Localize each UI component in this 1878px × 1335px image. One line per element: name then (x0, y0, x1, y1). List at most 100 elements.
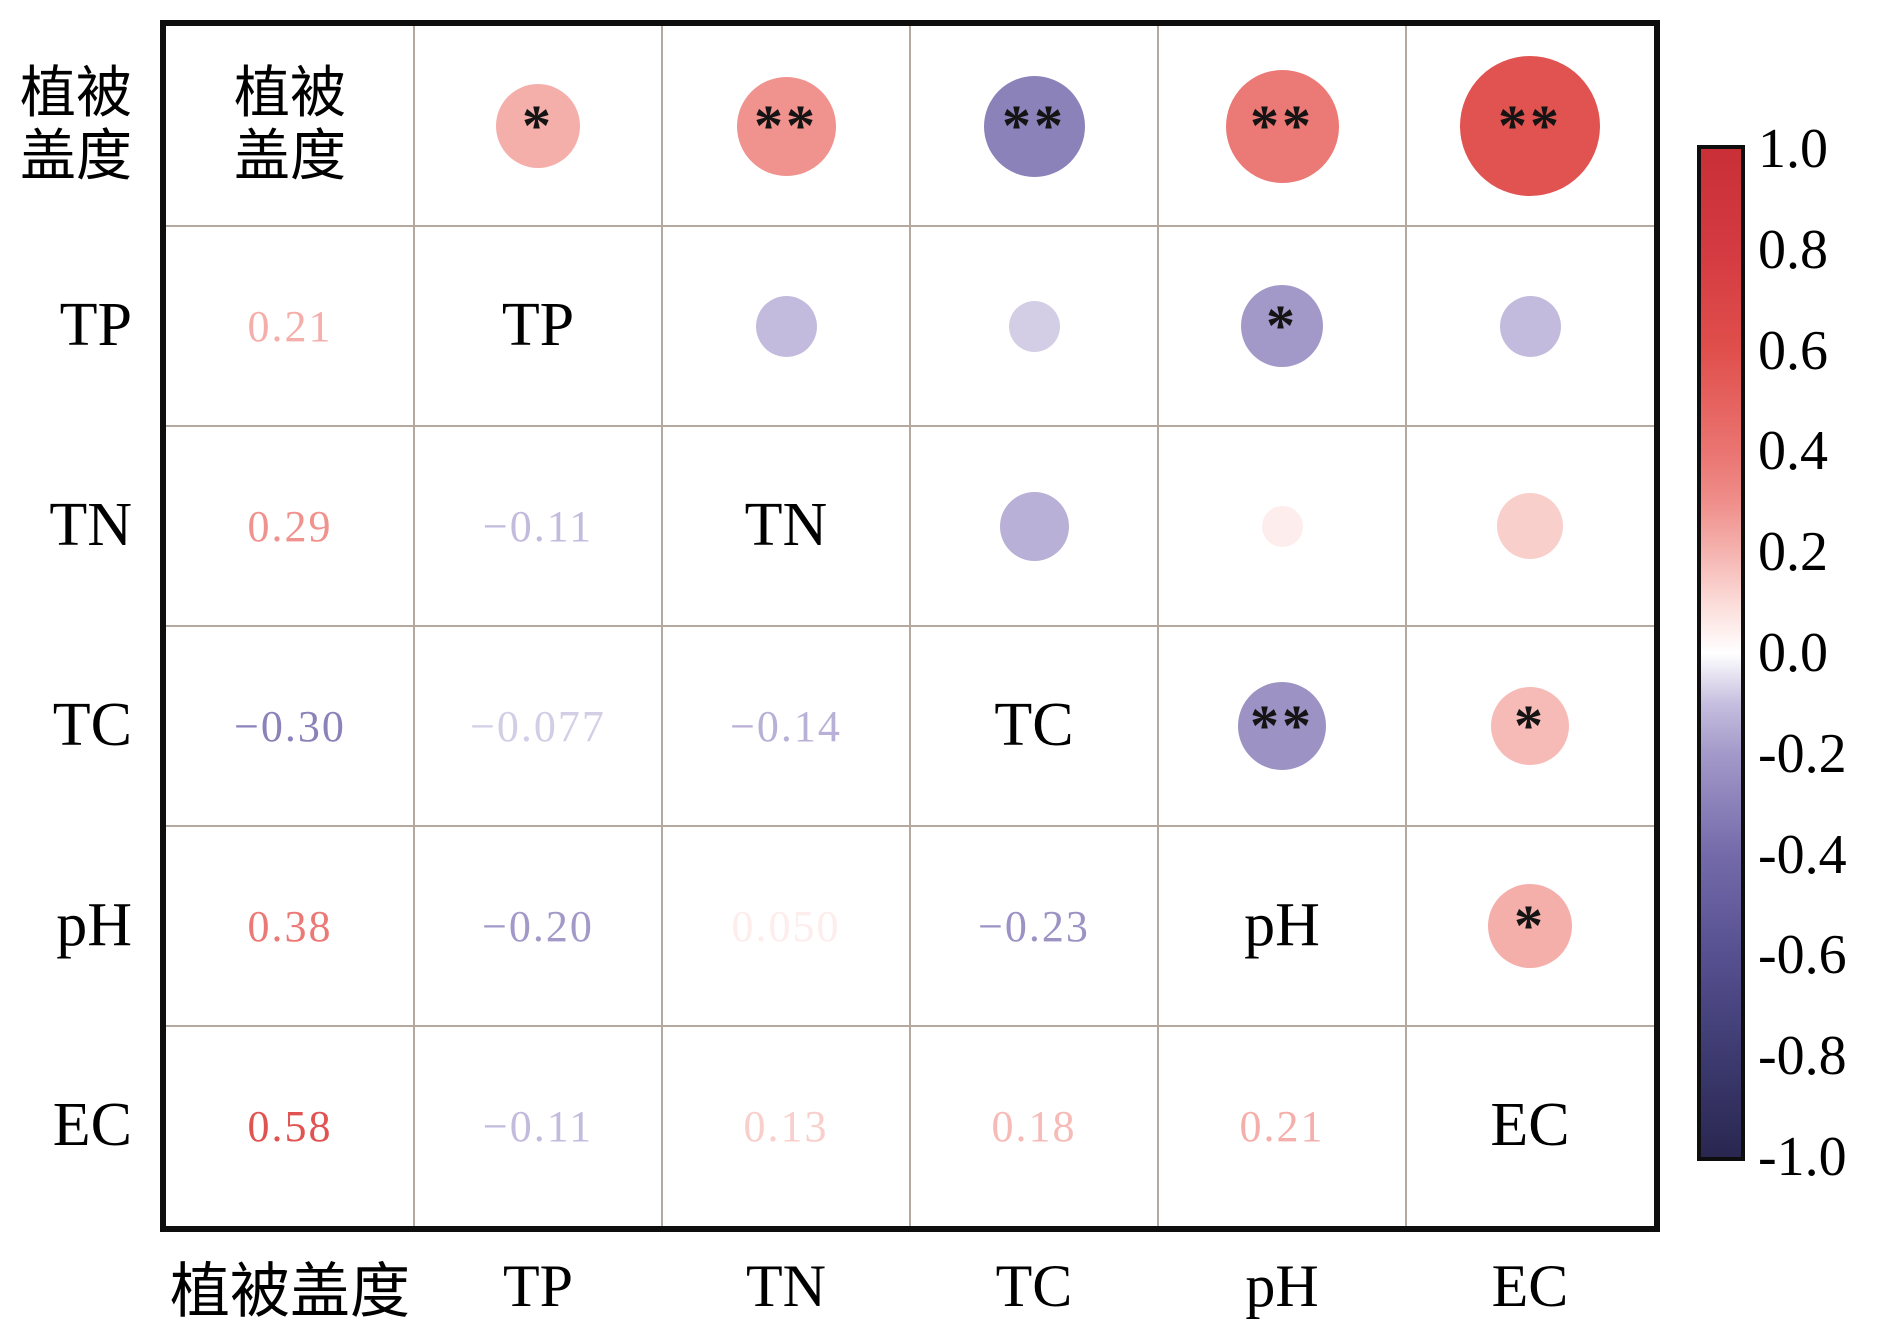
colorbar-tick-label: -0.4 (1758, 823, 1847, 886)
row-label: 植被 盖度 (0, 26, 148, 226)
colorbar-tick-label: -1.0 (1758, 1126, 1847, 1188)
row-label-line: 盖度 (20, 126, 132, 188)
value-cell: −0.23 (910, 826, 1158, 1026)
correlation-circle (1008, 300, 1060, 352)
colorbar-tick-label: 0.0 (1758, 622, 1828, 684)
column-label: TC (995, 1252, 1073, 1319)
column-label: TN (746, 1252, 826, 1319)
correlation-value: −0.23 (978, 901, 1090, 951)
circle-cell (1158, 426, 1406, 626)
value-cell: −0.30 (166, 626, 414, 826)
diagonal-cell: TP (414, 226, 662, 426)
row-label: TN (49, 491, 132, 560)
grid-line-horizontal (166, 625, 1654, 627)
correlation-circle: * (1241, 285, 1323, 367)
diagonal-label-line: TP (501, 291, 575, 360)
diagonal-label: TP (502, 291, 574, 360)
correlation-value: 0.29 (247, 501, 333, 551)
correlation-value: 0.38 (247, 901, 333, 951)
correlation-value: 0.58 (247, 1101, 333, 1151)
value-cell: −0.077 (414, 626, 662, 826)
colorbar-tick-label: -0.6 (1758, 924, 1847, 987)
colorbar-tick-label: -0.8 (1758, 1025, 1847, 1088)
value-cell: 0.050 (662, 826, 910, 1026)
value-cell: 0.38 (166, 826, 414, 1026)
diagonal-label-line: 盖度 (234, 126, 346, 188)
correlation-value: 0.21 (1239, 1101, 1325, 1151)
column-label: TP (502, 1252, 574, 1319)
diagonal-cell: TN (662, 426, 910, 626)
value-cell: −0.11 (414, 1026, 662, 1226)
grid-line-horizontal (166, 1025, 1654, 1027)
correlation-circle (1261, 505, 1303, 547)
correlation-value: −0.14 (730, 701, 842, 751)
correlation-circle: ** (1238, 682, 1326, 770)
correlation-circle (1497, 493, 1563, 559)
column-label: pH (1245, 1252, 1319, 1319)
correlation-circle: ** (983, 75, 1085, 177)
correlation-circle: * (1491, 687, 1569, 765)
diagonal-label: 植被 盖度 (234, 63, 346, 188)
correlation-matrix: 植被 盖度 * ** ** ** ** 0.21 TP * 0.29 −0.11 TN −0.30 −0.0… (160, 20, 1660, 1232)
colorbar-tick-label: 0.8 (1758, 218, 1828, 281)
colorbar-tick-label: -0.2 (1758, 722, 1847, 785)
correlation-value: −0.077 (470, 701, 606, 751)
grid-line-vertical (1405, 26, 1407, 1226)
value-cell: 0.13 (662, 1026, 910, 1226)
grid-line-horizontal (166, 825, 1654, 827)
correlation-value: 0.13 (743, 1101, 829, 1151)
row-label: EC (52, 1091, 132, 1160)
colorbar-gradient (1697, 145, 1745, 1161)
circle-cell: * (1406, 826, 1654, 1026)
row-label: TP (59, 291, 132, 360)
value-cell: 0.21 (166, 226, 414, 426)
correlation-circle (999, 491, 1069, 561)
circle-cell (910, 426, 1158, 626)
correlation-value: 0.050 (731, 901, 841, 951)
circle-cell: * (414, 26, 662, 226)
diagonal-cell: pH (1158, 826, 1406, 1026)
circle-cell: ** (1158, 26, 1406, 226)
value-cell: −0.20 (414, 826, 662, 1026)
circle-cell (662, 226, 910, 426)
correlation-value: −0.20 (482, 901, 594, 951)
diagonal-label-line: 植被 (234, 63, 346, 126)
correlation-circle (1499, 295, 1561, 357)
row-label: TC (52, 691, 132, 760)
correlation-circle: * (1488, 884, 1572, 968)
diagonal-label: TN (745, 491, 828, 560)
column-label: EC (1491, 1252, 1569, 1319)
correlation-circle: ** (1225, 69, 1339, 183)
correlation-value: −0.11 (482, 1101, 594, 1151)
colorbar-tick-label: 0.4 (1758, 420, 1828, 483)
value-cell: 0.29 (166, 426, 414, 626)
row-label: pH (56, 891, 132, 960)
diagonal-label-line: pH (1244, 891, 1320, 960)
row-label-lines: 植被 盖度 (20, 63, 132, 188)
row-label-line: 植被 (20, 63, 132, 126)
value-cell: −0.14 (662, 626, 910, 826)
correlation-circle: * (496, 84, 580, 168)
correlation-circle (755, 295, 817, 357)
diagonal-label: EC (1490, 1091, 1569, 1160)
circle-cell: * (1158, 226, 1406, 426)
value-cell: 0.21 (1158, 1026, 1406, 1226)
value-cell: 0.18 (910, 1026, 1158, 1226)
circle-cell: ** (662, 26, 910, 226)
correlation-value: −0.30 (234, 701, 346, 751)
diagonal-label: TC (994, 691, 1073, 760)
correlation-circle: ** (1460, 56, 1600, 196)
diagonal-cell: EC (1406, 1026, 1654, 1226)
colorbar-tick-label: 0.6 (1758, 319, 1828, 382)
column-label: 植被盖度 (170, 1258, 410, 1325)
value-cell: 0.58 (166, 1026, 414, 1226)
circle-cell (1406, 226, 1654, 426)
correlation-circle: ** (736, 76, 836, 176)
grid-line-vertical (1157, 26, 1159, 1226)
diagonal-label-line: EC (1490, 1091, 1570, 1160)
circle-cell: * (1406, 626, 1654, 826)
colorbar-tick-label: 1.0 (1758, 118, 1828, 180)
correlation-value: −0.11 (482, 501, 594, 551)
colorbar-tick-label: 0.2 (1758, 521, 1828, 584)
